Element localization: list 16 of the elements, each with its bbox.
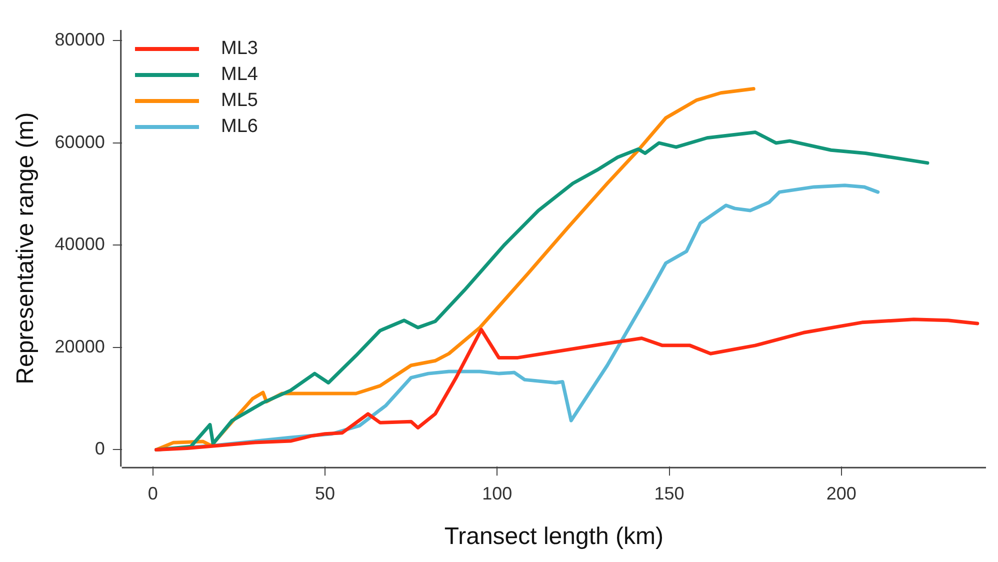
x-tick-label: 150 [654, 483, 684, 504]
y-tick-label: 80000 [54, 30, 105, 50]
legend-label: ML4 [221, 64, 258, 86]
y-axis-title: Representative range (m) [12, 112, 40, 384]
y-tick-label: 40000 [54, 234, 105, 254]
y-tick-label: 20000 [54, 336, 105, 356]
y-tick-label: 0 [94, 438, 105, 459]
legend-label: ML3 [221, 38, 258, 60]
legend-label: ML6 [221, 116, 258, 138]
legend-label: ML5 [221, 90, 258, 112]
x-tick-label: 100 [482, 483, 512, 504]
x-tick-label: 50 [314, 483, 335, 504]
x-tick-label: 200 [826, 483, 856, 504]
y-tick-label: 60000 [54, 132, 105, 152]
x-axis-title: Transect length (km) [444, 523, 664, 550]
x-tick-label: 0 [148, 483, 158, 504]
